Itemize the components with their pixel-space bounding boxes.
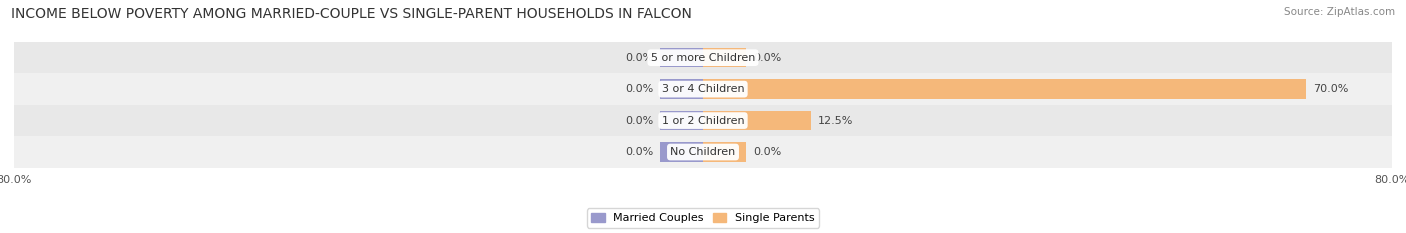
Text: 0.0%: 0.0%	[624, 116, 652, 126]
Text: 0.0%: 0.0%	[624, 84, 652, 94]
Legend: Married Couples, Single Parents: Married Couples, Single Parents	[586, 208, 820, 228]
Text: No Children: No Children	[671, 147, 735, 157]
Bar	[703, 79, 1306, 99]
Bar	[14, 42, 1392, 73]
Text: 0.0%: 0.0%	[624, 147, 652, 157]
Text: 70.0%: 70.0%	[1313, 84, 1348, 94]
Bar	[14, 73, 1392, 105]
Bar	[659, 111, 703, 130]
Bar	[14, 105, 1392, 136]
Text: 0.0%: 0.0%	[754, 147, 782, 157]
Text: INCOME BELOW POVERTY AMONG MARRIED-COUPLE VS SINGLE-PARENT HOUSEHOLDS IN FALCON: INCOME BELOW POVERTY AMONG MARRIED-COUPL…	[11, 7, 692, 21]
Bar	[703, 142, 747, 162]
Text: 12.5%: 12.5%	[817, 116, 853, 126]
Text: 1 or 2 Children: 1 or 2 Children	[662, 116, 744, 126]
Bar	[659, 48, 703, 67]
Bar	[659, 142, 703, 162]
Bar	[703, 48, 747, 67]
Bar	[703, 111, 811, 130]
Text: 3 or 4 Children: 3 or 4 Children	[662, 84, 744, 94]
Bar	[14, 136, 1392, 168]
Text: 5 or more Children: 5 or more Children	[651, 53, 755, 63]
Text: 0.0%: 0.0%	[754, 53, 782, 63]
Text: 0.0%: 0.0%	[624, 53, 652, 63]
Bar	[659, 79, 703, 99]
Text: Source: ZipAtlas.com: Source: ZipAtlas.com	[1284, 7, 1395, 17]
